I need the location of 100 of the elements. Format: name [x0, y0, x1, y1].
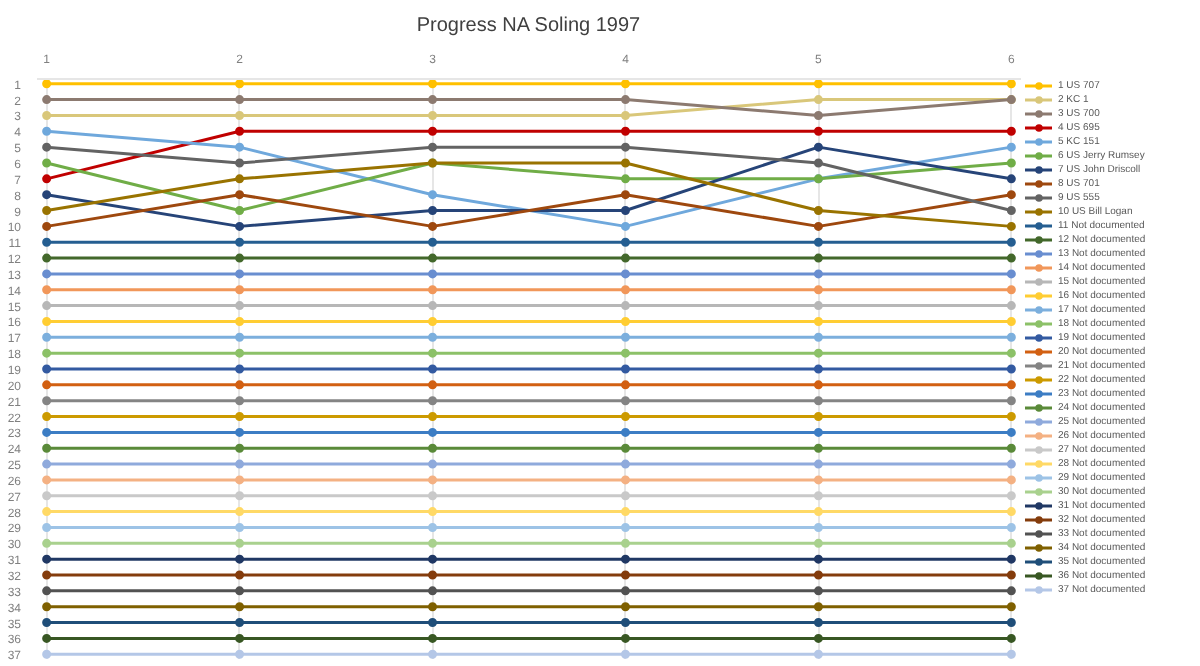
point: [1006, 237, 1016, 247]
point: [42, 538, 52, 548]
point: [42, 348, 52, 358]
point: [235, 348, 245, 358]
point: [1006, 649, 1016, 659]
point: [1006, 538, 1016, 548]
point: [428, 348, 438, 358]
point: [1006, 79, 1016, 89]
point: [235, 380, 245, 390]
point: [813, 206, 823, 216]
point: [620, 554, 630, 564]
point: [235, 649, 245, 659]
point: [813, 538, 823, 548]
point: [42, 301, 52, 311]
point: [42, 206, 52, 216]
point: [428, 110, 438, 120]
point: [42, 570, 52, 580]
point: [813, 412, 823, 422]
point: [235, 507, 245, 517]
point: [428, 269, 438, 279]
point: [428, 538, 438, 548]
point: [235, 253, 245, 263]
point: [813, 649, 823, 659]
point: [620, 396, 630, 406]
point: [1006, 126, 1016, 136]
point: [235, 221, 245, 231]
point: [42, 332, 52, 342]
point: [428, 142, 438, 152]
point: [42, 649, 52, 659]
point: [235, 618, 245, 628]
point: [813, 110, 823, 120]
point: [235, 158, 245, 168]
point: [1006, 221, 1016, 231]
point: [620, 301, 630, 311]
point: [620, 126, 630, 136]
point: [42, 142, 52, 152]
point: [813, 586, 823, 596]
point: [813, 427, 823, 437]
point: [42, 427, 52, 437]
point: [235, 602, 245, 612]
point: [42, 221, 52, 231]
point: [1006, 285, 1016, 295]
point: [235, 126, 245, 136]
point: [235, 95, 245, 105]
point: [235, 412, 245, 422]
point: [42, 316, 52, 326]
point: [813, 237, 823, 247]
point: [620, 649, 630, 659]
point: [1006, 206, 1016, 216]
point: [1006, 443, 1016, 453]
point: [813, 348, 823, 358]
point: [813, 443, 823, 453]
point: [620, 142, 630, 152]
point: [620, 522, 630, 532]
point: [1006, 316, 1016, 326]
point: [813, 316, 823, 326]
point: [1006, 332, 1016, 342]
point: [428, 79, 438, 89]
point: [428, 507, 438, 517]
point: [428, 443, 438, 453]
point: [620, 491, 630, 501]
point: [620, 633, 630, 643]
point: [42, 491, 52, 501]
point: [620, 412, 630, 422]
point: [235, 538, 245, 548]
point: [235, 174, 245, 184]
point: [235, 586, 245, 596]
point: [1006, 602, 1016, 612]
point: [428, 301, 438, 311]
point: [813, 491, 823, 501]
point: [813, 142, 823, 152]
point: [428, 649, 438, 659]
point: [813, 95, 823, 105]
point: [42, 396, 52, 406]
point: [428, 602, 438, 612]
point: [428, 285, 438, 295]
point: [428, 332, 438, 342]
point: [42, 586, 52, 596]
point: [235, 364, 245, 374]
point: [620, 538, 630, 548]
point: [1006, 412, 1016, 422]
point: [813, 618, 823, 628]
point: [620, 475, 630, 485]
point: [42, 507, 52, 517]
point: [42, 618, 52, 628]
point: [1006, 269, 1016, 279]
point: [813, 221, 823, 231]
point: [428, 237, 438, 247]
point: [1006, 570, 1016, 580]
point: [42, 110, 52, 120]
point: [813, 380, 823, 390]
point: [1006, 554, 1016, 564]
point: [42, 253, 52, 263]
point: [42, 174, 52, 184]
point: [42, 79, 52, 89]
point: [813, 522, 823, 532]
point: [428, 380, 438, 390]
point: [813, 158, 823, 168]
point: [1006, 348, 1016, 358]
point: [428, 633, 438, 643]
